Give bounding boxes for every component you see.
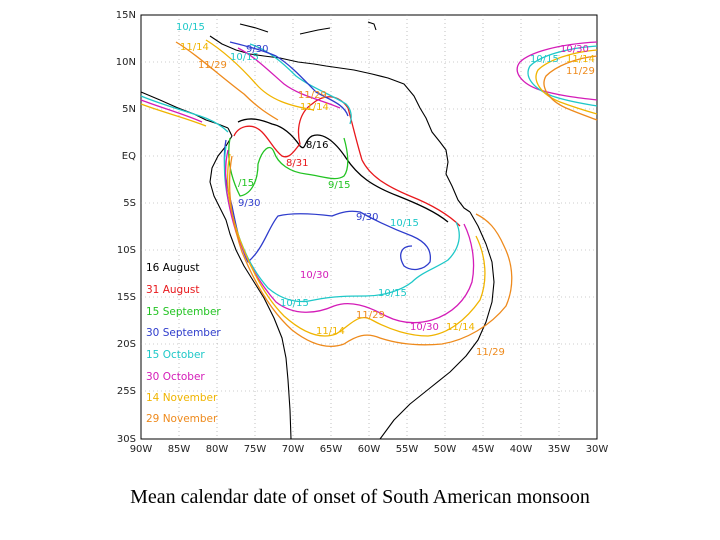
contour-label: 11/29 bbox=[566, 66, 595, 77]
lon-tick-label: 85W bbox=[168, 444, 191, 455]
lon-tick-label: 55W bbox=[396, 444, 419, 455]
onset-contours bbox=[140, 39, 513, 347]
contour-label: 8/16 bbox=[306, 140, 328, 151]
contour-north bbox=[175, 41, 279, 121]
legend-item: 15 October bbox=[146, 349, 205, 361]
contour-label: 11/14 bbox=[316, 326, 345, 337]
monsoon-onset-map: 15N 10N 5N EQ 5S 10S 15S 20S 25S 30S 90W… bbox=[116, 10, 609, 455]
contour-label: 10/15 bbox=[280, 298, 309, 309]
lon-tick-label: 45W bbox=[472, 444, 495, 455]
lon-tick-label: 40W bbox=[510, 444, 533, 455]
legend-item: 29 November bbox=[146, 413, 218, 425]
lon-tick-label: 90W bbox=[130, 444, 153, 455]
contour-label: 10/30 bbox=[410, 322, 439, 333]
legend: 16 August 31 August 15 September 30 Sept… bbox=[146, 262, 221, 425]
legend-item: 16 August bbox=[146, 262, 199, 274]
lat-tick-label: 20S bbox=[117, 339, 136, 350]
legend-item: 30 September bbox=[146, 327, 221, 339]
contour-label: 10/15 bbox=[230, 52, 259, 63]
pacific-coast bbox=[209, 127, 292, 440]
figure-caption: Mean calendar date of onset of South Ame… bbox=[130, 486, 590, 508]
contour-label: 9/30 bbox=[238, 198, 260, 209]
contour-label: 11/14 bbox=[300, 102, 329, 113]
lon-tick-label: 30W bbox=[586, 444, 609, 455]
contour-sep-15 bbox=[228, 137, 349, 197]
contour-label: 10/15 bbox=[390, 218, 419, 229]
lat-tick-label: 10N bbox=[116, 57, 136, 68]
contour-label: 11/29 bbox=[476, 347, 505, 358]
contour-label: 10/30 bbox=[300, 270, 329, 281]
contour-atlantic bbox=[535, 49, 598, 115]
contour-label: 8/31 bbox=[286, 158, 308, 169]
contour-nov-14 bbox=[226, 153, 486, 337]
contour-label: 10/15 bbox=[176, 22, 205, 33]
lon-tick-label: 60W bbox=[358, 444, 381, 455]
lat-tick-label: 25S bbox=[117, 386, 136, 397]
contour-aug-31 bbox=[233, 96, 461, 227]
contour-label: 10/30 bbox=[560, 44, 589, 55]
contour-label: 11/14 bbox=[446, 322, 475, 333]
contour-label: 10/15 bbox=[378, 288, 407, 299]
legend-item: 30 October bbox=[146, 371, 205, 383]
caribbean-islands bbox=[239, 21, 377, 35]
lat-tick-label: 15S bbox=[117, 292, 136, 303]
contour-aug-16 bbox=[237, 118, 449, 223]
lat-tick-label: 5S bbox=[123, 198, 136, 209]
caribbean-coast bbox=[209, 35, 471, 213]
lon-tick-label: 65W bbox=[320, 444, 343, 455]
contour-label: 11/29 bbox=[356, 310, 385, 321]
contour-atlantic bbox=[527, 45, 598, 107]
contour-north bbox=[140, 39, 315, 127]
contour-label: 10/15 bbox=[530, 54, 559, 65]
lat-tick-label: 30S bbox=[117, 434, 136, 445]
lat-tick-label: 15N bbox=[116, 10, 136, 21]
contour-atlantic bbox=[516, 41, 598, 101]
contour-label: 11/14 bbox=[180, 42, 209, 53]
contour-label: 11/29 bbox=[198, 60, 227, 71]
contour-atlantic bbox=[543, 55, 598, 121]
lon-tick-label: 35W bbox=[548, 444, 571, 455]
lat-tick-label: EQ bbox=[122, 151, 136, 162]
lat-tick-label: 10S bbox=[117, 245, 136, 256]
brazil-atlantic-coast bbox=[379, 211, 495, 440]
contour-nov-29 bbox=[228, 155, 513, 347]
contour-label: 9/30 bbox=[246, 44, 268, 55]
contour-label: /15 bbox=[238, 178, 254, 189]
lon-tick-label: 80W bbox=[206, 444, 229, 455]
lon-axis: 90W 85W 80W 75W 70W 65W 60W 55W 50W 45W … bbox=[130, 444, 609, 455]
lat-axis: 15N 10N 5N EQ 5S 10S 15S 20S 25S 30S bbox=[116, 10, 136, 445]
legend-item: 15 September bbox=[146, 306, 221, 318]
lon-tick-label: 50W bbox=[434, 444, 457, 455]
lon-tick-label: 70W bbox=[282, 444, 305, 455]
contour-north bbox=[140, 47, 341, 123]
contour-label: 11/14 bbox=[566, 54, 595, 65]
contour-labels: 10/15 11/14 9/30 10/15 11/29 11/29 11/14… bbox=[176, 22, 595, 358]
contour-north bbox=[140, 43, 352, 133]
contour-north bbox=[229, 41, 349, 117]
atlantic-contours bbox=[516, 41, 598, 121]
legend-item: 14 November bbox=[146, 392, 218, 404]
contour-label: 9/30 bbox=[356, 212, 378, 223]
contour-label: 9/15 bbox=[328, 180, 350, 191]
contour-label: 11/29 bbox=[298, 90, 327, 101]
graticule bbox=[141, 15, 597, 439]
lon-tick-label: 75W bbox=[244, 444, 267, 455]
lat-tick-label: 5N bbox=[122, 104, 136, 115]
legend-item: 31 August bbox=[146, 284, 199, 296]
coastlines bbox=[140, 21, 495, 440]
